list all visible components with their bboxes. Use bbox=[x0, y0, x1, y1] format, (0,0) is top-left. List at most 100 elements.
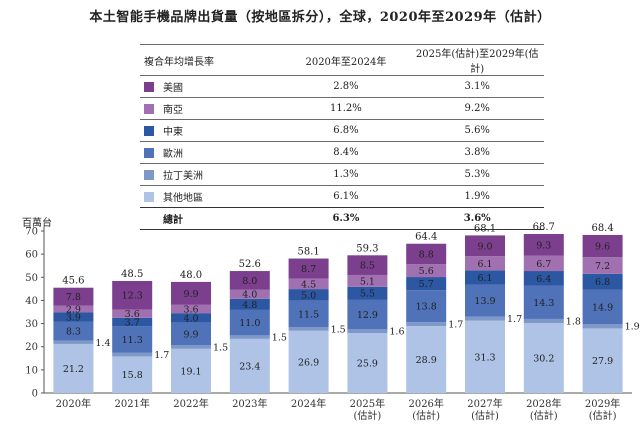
bar-segment bbox=[465, 320, 505, 393]
data-label: 1.4 bbox=[95, 338, 110, 349]
total-label: 68.7 bbox=[533, 222, 555, 233]
data-label: 11.5 bbox=[298, 309, 319, 320]
bar-segment bbox=[465, 235, 505, 257]
data-label: 5.7 bbox=[419, 279, 434, 290]
cagr-value: 8.4% bbox=[281, 141, 411, 164]
bar-segment bbox=[112, 309, 153, 318]
cagr-value: 1.3% bbox=[281, 163, 411, 186]
bar-segment bbox=[171, 348, 211, 393]
y-tick-label: 60 bbox=[25, 250, 38, 261]
region-label: 南亞 bbox=[163, 105, 183, 116]
table-row: 中東 6.8% 5.6% bbox=[140, 119, 544, 142]
total-cagr-value: 3.6% bbox=[410, 207, 544, 230]
bar-segment bbox=[406, 322, 447, 327]
data-label: 6.1 bbox=[477, 259, 492, 270]
data-label: 12.9 bbox=[357, 310, 378, 321]
data-label: 1.7 bbox=[154, 350, 169, 361]
region-label: 拉丁美洲 bbox=[163, 171, 203, 182]
data-label: 9.9 bbox=[183, 289, 198, 300]
bar-segment bbox=[288, 289, 329, 301]
cagr-value: 2.8% bbox=[281, 75, 411, 98]
bar-segment bbox=[406, 326, 447, 393]
x-tick-label: 2020年 bbox=[56, 397, 91, 410]
bar-segment bbox=[112, 352, 153, 357]
data-label: 3.6 bbox=[125, 309, 140, 320]
bar-segment bbox=[288, 278, 329, 290]
bar-segment bbox=[171, 304, 211, 314]
total-label: 68.4 bbox=[591, 223, 613, 234]
bar-segment bbox=[53, 321, 94, 341]
data-label: 4.8 bbox=[242, 300, 257, 311]
data-label: 6.8 bbox=[595, 277, 610, 288]
cagr-value: 6.1% bbox=[281, 185, 411, 208]
bar-segment bbox=[406, 243, 447, 265]
x-tick-label: 2022年 bbox=[173, 397, 208, 410]
bar-segment bbox=[347, 286, 388, 300]
bar-segment bbox=[582, 289, 623, 325]
bar-segment bbox=[171, 345, 211, 349]
cagr-value: 11.2% bbox=[281, 97, 411, 120]
bar-segment bbox=[582, 324, 623, 329]
bar-segment bbox=[406, 277, 447, 291]
bar-segment bbox=[229, 289, 270, 299]
y-tick-label: 50 bbox=[25, 273, 38, 284]
data-label: 1.5 bbox=[331, 325, 346, 336]
cagr-value: 9.2% bbox=[410, 97, 544, 120]
region-label: 其他地區 bbox=[163, 193, 203, 204]
data-label: 31.3 bbox=[474, 352, 495, 363]
total-label: 48.5 bbox=[121, 269, 143, 280]
data-label: 8.5 bbox=[360, 261, 375, 272]
bar-segment bbox=[523, 234, 564, 256]
total-label: 48.0 bbox=[180, 270, 202, 281]
bar-segment bbox=[523, 318, 564, 324]
data-label: 28.9 bbox=[416, 355, 437, 366]
total-label: 總計 bbox=[140, 207, 282, 230]
total-label: 45.6 bbox=[62, 276, 84, 287]
data-label: 2.9 bbox=[66, 305, 81, 316]
data-label: 30.2 bbox=[533, 354, 554, 365]
legend-swatch bbox=[144, 82, 154, 92]
header-cagr: 複合年均增長率 bbox=[140, 44, 282, 76]
bar-segment bbox=[53, 343, 94, 393]
cagr-value: 3.1% bbox=[410, 75, 544, 98]
bar-segment bbox=[288, 327, 329, 331]
data-label: 14.3 bbox=[533, 298, 554, 309]
data-label: 5.0 bbox=[301, 290, 316, 301]
total-label: 58.1 bbox=[297, 247, 319, 258]
data-label: 3.9 bbox=[66, 312, 81, 323]
data-label: 6.1 bbox=[477, 273, 492, 284]
data-label: 9.6 bbox=[595, 242, 610, 253]
bar-segment bbox=[582, 234, 623, 258]
data-label: 4.5 bbox=[301, 279, 316, 290]
data-label: 1.6 bbox=[389, 327, 404, 338]
table-row: 其他地區 6.1% 1.9% bbox=[140, 185, 544, 208]
data-label: 14.9 bbox=[592, 302, 613, 313]
data-label: 3.6 bbox=[183, 304, 198, 315]
data-label: 25.9 bbox=[357, 359, 378, 370]
total-label: 59.3 bbox=[356, 243, 378, 254]
x-tick-label: 2027年(估計) bbox=[467, 397, 502, 422]
bar-segment bbox=[112, 317, 153, 327]
bar-segment bbox=[229, 338, 270, 393]
x-tick-label: 2026年(估計) bbox=[408, 397, 443, 422]
bar-segment bbox=[582, 328, 623, 393]
y-tick-label: 30 bbox=[25, 319, 38, 330]
data-label: 1.7 bbox=[507, 314, 522, 325]
data-label: 9.9 bbox=[183, 329, 198, 340]
bar-segment bbox=[112, 356, 153, 393]
data-label: 1.5 bbox=[213, 343, 228, 354]
bar-segment bbox=[465, 256, 505, 271]
data-label: 7.2 bbox=[595, 261, 610, 272]
header-2020-2024: 2020年至2024年 bbox=[281, 44, 411, 76]
bar-segment bbox=[288, 330, 329, 393]
legend-swatch bbox=[144, 126, 154, 136]
chart-title: 本土智能手機品牌出貨量（按地區拆分），全球，2020年至2029年（估計） bbox=[89, 10, 551, 25]
cagr-value: 5.6% bbox=[410, 119, 544, 142]
bar-segment bbox=[171, 313, 211, 323]
bar-segment bbox=[465, 270, 505, 285]
bar-segment bbox=[347, 329, 388, 334]
y-tick-label: 10 bbox=[25, 365, 38, 376]
total-label: 52.6 bbox=[239, 259, 261, 270]
bar-segment bbox=[523, 271, 564, 286]
